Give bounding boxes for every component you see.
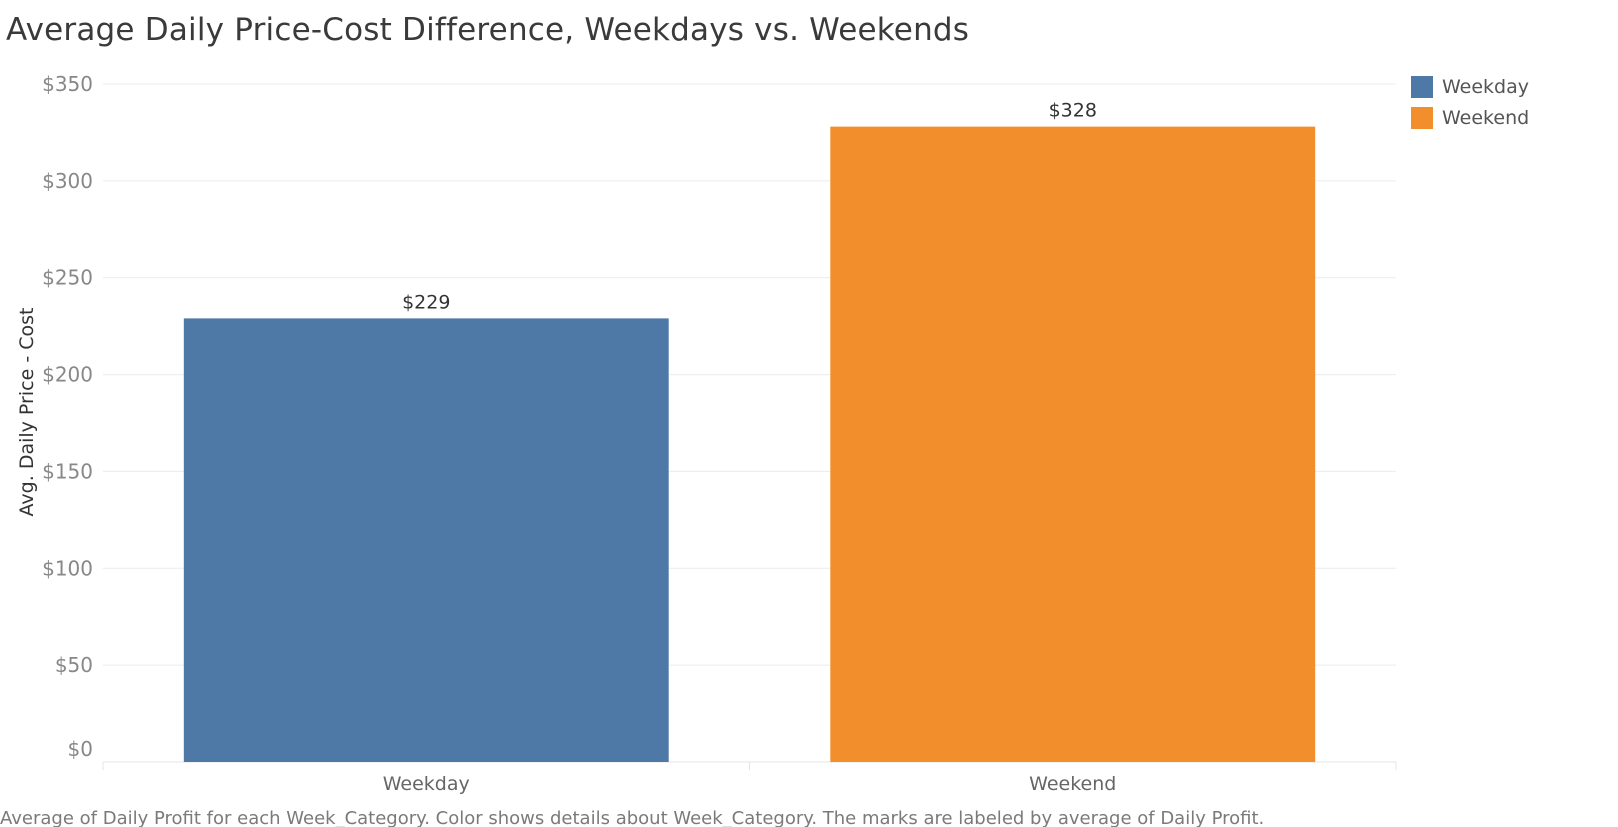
legend-swatch (1411, 75, 1433, 98)
y-axis-title: Avg. Daily Price - Cost (16, 308, 38, 517)
chart-title: Average Daily Price-Cost Difference, Wee… (6, 12, 970, 48)
legend-item-weekday[interactable]: Weekday (1411, 71, 1529, 102)
legend-item-weekend[interactable]: Weekend (1411, 102, 1529, 133)
x-tick-label: Weekday (383, 773, 470, 795)
x-tick-label: Weekend (1029, 773, 1116, 795)
legend-label: Weekday (1442, 75, 1530, 98)
bars (183, 126, 1316, 763)
y-tick-label: $0 (68, 737, 93, 761)
y-tick-label: $100 (42, 556, 93, 580)
data-label-weekday: $229 (402, 291, 450, 313)
data-label-weekend: $328 (1049, 100, 1097, 122)
legend-label: Weekend (1442, 106, 1530, 129)
bar-weekday[interactable] (183, 318, 669, 762)
axes: $0 $50 $100 $150 $200 $250 $300 $350 Weekday Week… (42, 72, 1397, 795)
bar-weekend[interactable] (830, 126, 1316, 763)
y-tick-label: $350 (42, 72, 93, 96)
y-tick-label: $300 (42, 169, 93, 193)
data-labels: $229 $328 (402, 100, 1097, 314)
y-tick-label: $200 (42, 363, 93, 387)
y-tick-label: $50 (55, 653, 93, 677)
legend-swatch (1411, 106, 1433, 129)
y-tick-label: $150 (42, 459, 93, 483)
legend: Weekday Weekend (1411, 71, 1529, 133)
y-tick-label: $250 (42, 266, 93, 290)
chart-caption: Average of Daily Profit for each Week_Ca… (0, 808, 1265, 827)
